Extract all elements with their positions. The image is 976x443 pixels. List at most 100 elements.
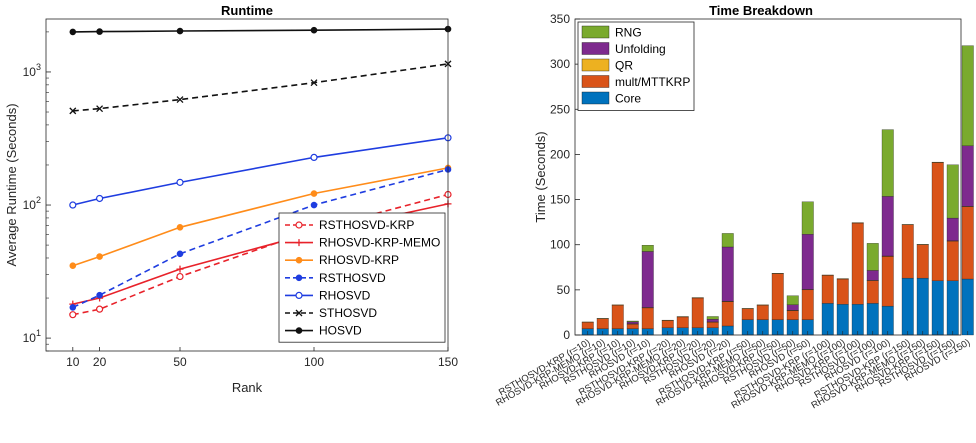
legend-swatch [581,58,610,72]
bar-segment-mult-mttkrp [771,273,784,320]
bar-segment-unfolding [721,246,734,302]
legend-label: RNG [615,26,642,40]
legend-item-rsthosvd: RSTHOSVD [285,271,386,285]
runtime-point [295,309,303,317]
bar-rhosvd-krp-r-20 [691,297,704,336]
runtime-point [295,291,303,299]
bar-segment-mult-mttkrp [581,322,594,329]
legend-label: RSTHOSVD [319,271,386,285]
bar-segment-mult-mttkrp [881,256,894,307]
runtime-point [176,272,184,281]
bar-rhosvd-r-10 [641,245,654,336]
time-breakdown-legend: RNG Unfolding QR mult/MTTKRP Core [577,21,695,111]
legend-label: HOSVD [319,324,362,338]
bar-segment-mult-mttkrp [866,280,879,304]
runtime-point [96,105,104,113]
bar-segment-mult-mttkrp [661,320,674,328]
time-breakdown-chart: Time Breakdown 050100150200250300350RSTH… [494,3,974,411]
time-y-tick-label: 0 [563,328,570,342]
runtime-point [295,274,303,282]
bar-rsthosvd-krp-r-100 [821,274,834,336]
runtime-point [310,201,318,209]
bar-segment-rng [626,320,639,323]
bar-segment-core [901,277,914,336]
legend-swatch [581,25,610,39]
bar-rsthosvd-krp-r-150 [901,224,914,336]
bar-rhosvd-r-20 [721,233,734,336]
time-breakdown-y-axis-label: Time (Seconds) [533,131,548,222]
bar-rsthosvd-r-50 [786,295,799,336]
bar-segment-mult-mttkrp [626,324,639,329]
runtime-point [69,304,77,311]
legend-item-sthosvd: STHOSVD [285,306,377,320]
runtime-y-axis-label: Average Runtime (Seconds) [4,103,19,266]
time-y-tick-label: 300 [550,57,570,71]
bar-segment-core [931,280,944,336]
runtime-point [69,28,77,36]
runtime-point [176,27,184,35]
legend-item-rhosvd-krp-memo: RHOSVD-KRP-MEMO [285,236,440,250]
bar-rhosvd-krp-memo-r-100 [836,278,849,336]
runtime-point [176,224,184,231]
bar-rhosvd-krp-r-100 [851,222,864,336]
runtime-point [176,178,184,186]
bar-segment-rng [881,129,894,197]
bar-segment-unfolding [706,319,719,323]
runtime-point [310,190,318,197]
bar-group-r-100 [821,129,894,336]
bar-segment-core [961,278,974,336]
bar-segment-unfolding [801,234,814,290]
bar-segment-rng [946,164,959,219]
bar-segment-rng [801,201,814,235]
runtime-point [96,253,103,260]
bar-segment-core [821,303,834,336]
bar-segment-unfolding [961,145,974,207]
bar-segment-rng [961,45,974,147]
bar-segment-mult-mttkrp [961,206,974,280]
bar-segment-core [866,303,879,336]
series-rhosvd [69,134,452,209]
bar-segment-mult-mttkrp [916,244,929,279]
runtime-x-tick-label: 10 [66,355,80,369]
bar-segment-unfolding [626,321,639,324]
bar-segment-mult-mttkrp [641,307,654,329]
legend-swatch [581,75,610,88]
bar-rsthosvd-r-150 [946,164,959,336]
runtime-point [295,239,303,247]
legend-item-rhosvd-krp: RHOSVD-KRP [285,253,399,267]
runtime-point [95,305,104,313]
runtime-y-tick-label: 102 [23,195,41,212]
bar-segment-unfolding [946,217,959,241]
runtime-point [295,256,303,264]
legend-item-qr: QR [581,58,633,73]
runtime-legend: RSTHOSVD-KRP RHOSVD-KRP-MEMO RHOSVD-KRP RST… [278,212,446,343]
time-y-tick-label: 250 [550,102,570,116]
legend-swatch [581,91,610,105]
bar-segment-unfolding [786,304,799,311]
bar-segment-rng [706,316,719,320]
bar-segment-unfolding [641,251,654,308]
runtime-point [176,265,184,273]
bar-segment-core [916,277,929,336]
runtime-point [310,79,318,87]
time-y-tick-label: 100 [550,238,570,252]
bar-segment-mult-mttkrp [706,322,719,328]
bar-segment-mult-mttkrp [836,278,849,305]
bar-segment-mult-mttkrp [676,316,689,328]
time-y-tick-label: 50 [557,283,571,297]
legend-item-rng: RNG [581,25,642,40]
bar-group-r-150 [901,45,974,336]
bar-rhosvd-krp-r-50 [771,273,784,336]
bar-rhosvd-r-50 [801,201,814,336]
bar-segment-mult-mttkrp [931,162,944,281]
bar-segment-core [946,280,959,336]
time-y-tick-label: 200 [550,147,570,161]
bar-rhosvd-r-100 [881,129,894,336]
bar-segment-rng [721,233,734,248]
bar-segment-mult-mttkrp [741,308,754,320]
runtime-point [295,221,303,229]
bar-segment-mult-mttkrp [596,318,609,329]
bar-segment-unfolding [881,196,894,257]
series-hosvd [69,25,452,36]
